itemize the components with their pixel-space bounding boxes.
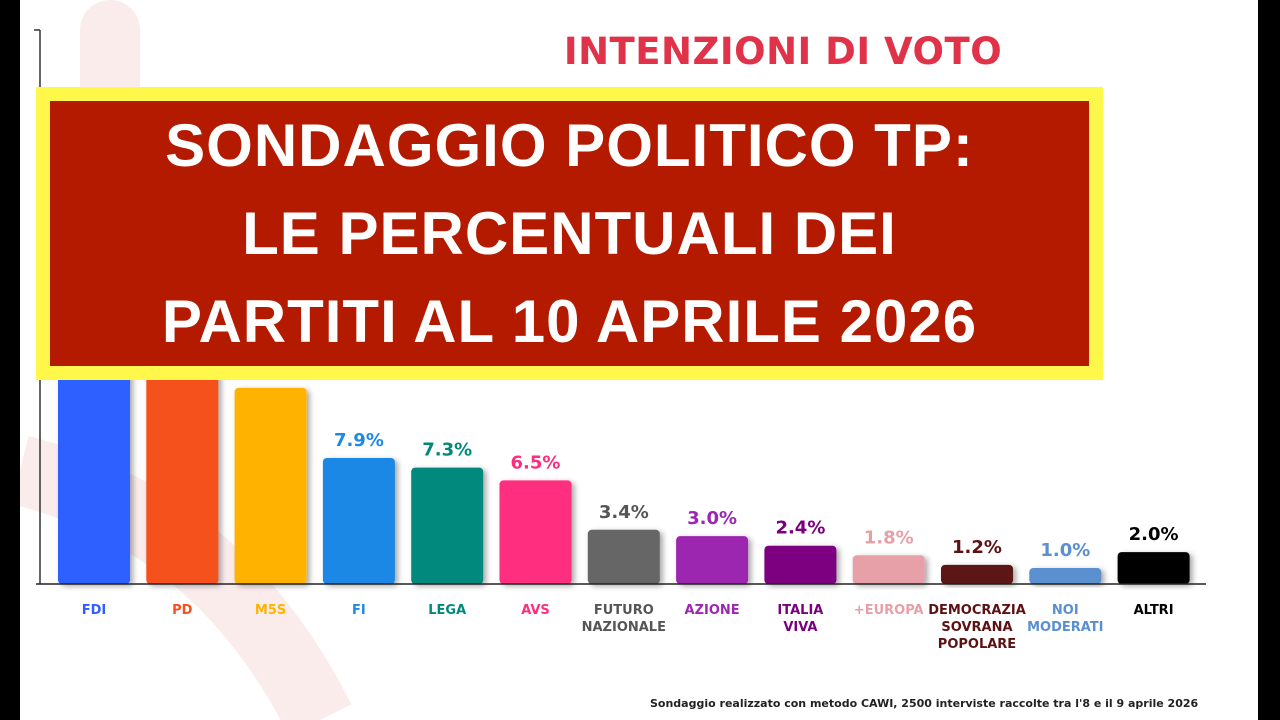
headline-banner: SONDAGGIO POLITICO TP: LE PERCENTUALI DE… (36, 87, 1103, 380)
bar-m5s (234, 387, 307, 584)
chart-title: INTENZIONI DI VOTO (563, 30, 1003, 73)
bar-lega (411, 467, 484, 584)
category-label: NOI (1052, 603, 1079, 618)
category-label: PD (172, 603, 193, 618)
bar-altri (1117, 552, 1190, 584)
data-label: 2.4% (775, 518, 825, 539)
headline-line-2: LE PERCENTUALI DEI (242, 199, 897, 267)
category-label: SOVRANA (941, 620, 1012, 635)
category-label: M5S (255, 603, 286, 618)
category-label: DEMOCRAZIA (928, 603, 1026, 618)
data-label: 3.4% (599, 502, 649, 523)
category-label: LEGA (428, 603, 466, 618)
category-label: FUTURO (594, 603, 654, 618)
category-label: ITALIA (777, 603, 823, 618)
category-label: VIVA (783, 620, 817, 635)
bar-futuro-nazionale (587, 529, 660, 584)
data-label: 3.0% (687, 508, 737, 529)
category-label: AVS (521, 603, 550, 618)
bar-italia-viva (764, 545, 837, 584)
data-label: 7.9% (334, 430, 384, 451)
bar-azione (676, 536, 749, 584)
data-label: 1.0% (1040, 540, 1090, 561)
data-label: 6.5% (511, 452, 561, 473)
headline-line-3: PARTITI AL 10 APRILE 2026 (161, 287, 978, 355)
footnote: Sondaggio realizzato con metodo CAWI, 25… (650, 697, 1199, 710)
chart-canvas: FDI PD M5S 7.9% FI 7.3% LEGA 6.5% AVS 3.4% FUTURO N… (20, 0, 1258, 720)
bar-fi (322, 457, 395, 584)
category-label: +EUROPA (854, 603, 924, 618)
data-label: 7.3% (422, 440, 472, 461)
bar-avs (499, 480, 572, 584)
category-label: NAZIONALE (582, 620, 666, 635)
category-label: ALTRI (1134, 603, 1174, 618)
data-label: 2.0% (1129, 524, 1179, 545)
bar--europa (852, 555, 925, 584)
bar-democrazia-sovrana-popolare (941, 564, 1013, 584)
headline-line-1: SONDAGGIO POLITICO TP: (165, 111, 974, 179)
category-label: FDI (82, 603, 107, 618)
data-label: 1.8% (864, 527, 914, 548)
category-label: POPOLARE (938, 637, 1016, 652)
category-label: MODERATI (1027, 620, 1103, 635)
bar-noi-moderati (1029, 568, 1102, 584)
data-label: 1.2% (952, 537, 1002, 558)
category-label: AZIONE (685, 603, 740, 618)
category-label: FI (352, 603, 366, 618)
